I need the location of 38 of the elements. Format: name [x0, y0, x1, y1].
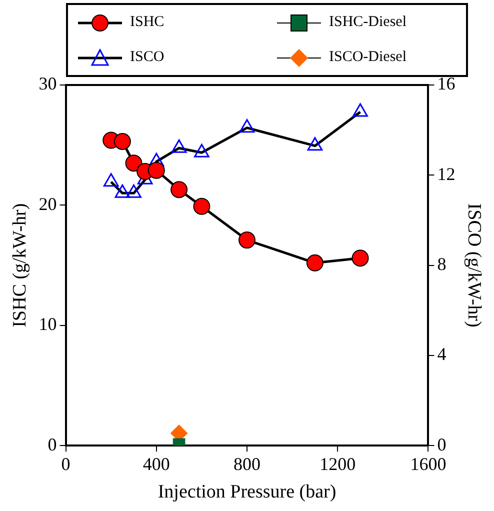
- legend-label: ISCO: [130, 49, 164, 66]
- point: [307, 137, 323, 151]
- y2-tick-label: 12: [437, 164, 456, 184]
- point: [352, 250, 369, 267]
- point: [238, 232, 256, 249]
- x-tick-label: 1600: [410, 454, 446, 474]
- y-tick-label: 10: [38, 314, 57, 334]
- point: [170, 181, 188, 198]
- y2-tick-label: 16: [437, 74, 456, 94]
- point: [126, 184, 142, 198]
- point: [148, 152, 164, 166]
- point: [306, 254, 324, 272]
- point: [148, 162, 165, 179]
- legend-label: ISCO-Diesel: [329, 49, 406, 66]
- legend-label: ISHC: [130, 14, 164, 31]
- legend-label: ISHC-Diesel: [329, 14, 406, 31]
- point: [114, 184, 130, 198]
- y2-tick-label: 8: [437, 254, 446, 274]
- point: [239, 119, 255, 133]
- x-tick-label: 0: [61, 454, 70, 474]
- y2-axis-title: ISCO (g/kW-hr): [464, 203, 485, 328]
- x-axis-title: Injection Pressure (bar): [158, 482, 336, 503]
- point: [352, 103, 368, 117]
- y-tick-label: 30: [38, 74, 57, 94]
- y-axis-title: ISHC (g/kW-hr): [9, 203, 30, 328]
- point: [194, 144, 210, 158]
- x-tick-label: 1200: [320, 454, 356, 474]
- y2-tick-label: 0: [437, 434, 446, 454]
- point: [114, 132, 131, 150]
- point: [193, 198, 210, 215]
- point: [125, 154, 142, 172]
- point: [103, 173, 119, 187]
- point: [171, 139, 187, 153]
- y2-tick-label: 4: [437, 344, 446, 364]
- x-tick-label: 800: [234, 454, 260, 474]
- x-tick-label: 400: [142, 454, 170, 474]
- y-tick-label: 0: [48, 434, 57, 454]
- y-tick-label: 20: [38, 194, 57, 214]
